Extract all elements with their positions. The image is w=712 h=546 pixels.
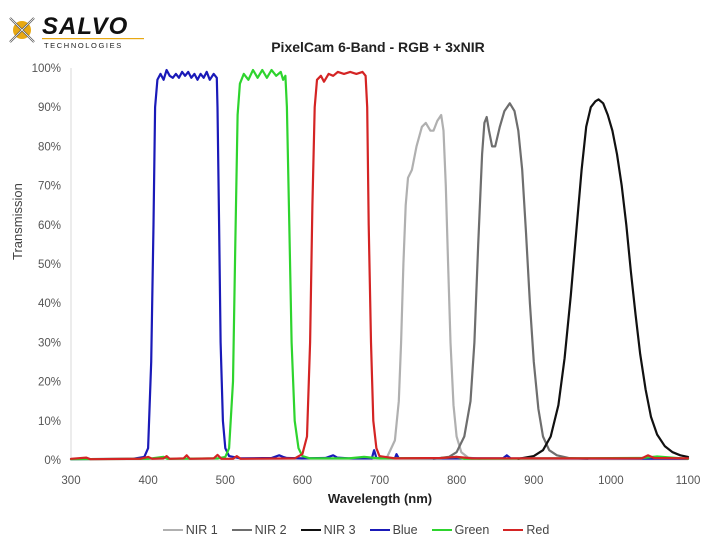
legend-swatch <box>231 529 252 531</box>
legend-label: NIR 2 <box>254 523 287 537</box>
legend-item-blue: Blue <box>369 523 418 537</box>
y-tick-label: 20% <box>38 377 61 389</box>
legend-swatch <box>369 529 390 531</box>
legend-swatch <box>162 529 183 531</box>
y-tick-label: 0% <box>44 455 61 467</box>
legend-label: NIR 3 <box>323 523 356 537</box>
x-tick-label: 600 <box>293 475 312 487</box>
series-nir-1-line <box>370 113 481 460</box>
legend-label: Green <box>454 523 490 537</box>
legend-item-nir-3: NIR 3 <box>300 523 356 537</box>
x-tick-label: 900 <box>524 475 543 487</box>
logo-brand-text: SALVO <box>42 13 128 40</box>
x-tick-label: 800 <box>447 475 466 487</box>
y-tick-label: 50% <box>38 259 61 271</box>
legend-swatch <box>300 529 321 531</box>
series-blue-line <box>69 68 690 461</box>
y-axis-label: Transmission <box>10 183 25 260</box>
legend-item-nir-1: NIR 1 <box>162 523 218 537</box>
x-axis-label: Wavelength (nm) <box>327 491 433 506</box>
legend-label: Red <box>526 523 550 537</box>
y-tick-label: 100% <box>32 63 61 75</box>
series-red-line <box>69 70 690 461</box>
x-tick-label: 500 <box>216 475 235 487</box>
x-tick-label: 400 <box>139 475 158 487</box>
y-tick-label: 60% <box>38 220 61 232</box>
x-tick-label: 1100 <box>676 475 701 487</box>
chart-legend: NIR 1 NIR 2 NIR 3 Blue Green Red <box>0 523 712 537</box>
legend-label: Blue <box>392 523 418 537</box>
y-tick-label: 40% <box>38 298 61 310</box>
x-tick-label: 1000 <box>598 475 624 487</box>
legend-label: NIR 1 <box>185 523 218 537</box>
logo-sub-text: TECHNOLOGIES <box>44 41 123 50</box>
y-tick-label: 80% <box>38 141 61 153</box>
y-tick-label: 90% <box>38 102 61 114</box>
series-green-line <box>69 68 690 461</box>
legend-item-nir-2: NIR 2 <box>231 523 287 537</box>
salvo-logo: SALVO TECHNOLOGIES <box>9 13 144 50</box>
legend-item-red: Red <box>503 523 549 537</box>
legend-item-green: Green <box>431 523 490 537</box>
x-tick-label: 700 <box>370 475 389 487</box>
y-tick-label: 70% <box>38 181 61 193</box>
x-tick-label: 300 <box>61 475 80 487</box>
series-nir-3-line <box>517 98 690 460</box>
y-tick-label: 30% <box>38 337 61 349</box>
series-nir-2-line <box>432 102 589 460</box>
y-tick-label: 10% <box>38 416 61 428</box>
chart-title: PixelCam 6-Band - RGB + 3xNIR <box>271 39 485 55</box>
legend-swatch <box>431 529 452 531</box>
legend-swatch <box>503 529 524 531</box>
